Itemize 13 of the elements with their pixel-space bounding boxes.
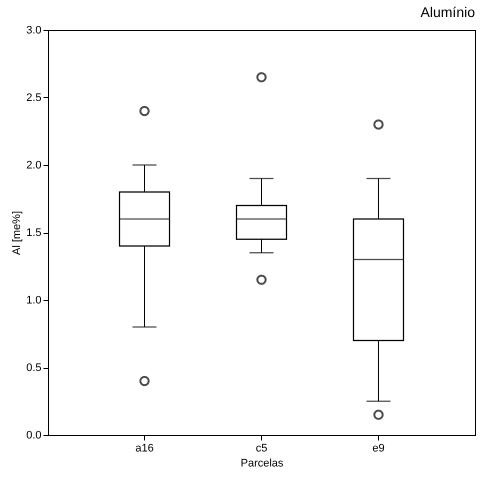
y-tick-label: 0.5 (26, 362, 42, 374)
y-tick-label: 3.0 (26, 24, 42, 36)
x-tick-label: a16 (135, 442, 154, 454)
y-tick-label: 1.5 (26, 227, 42, 239)
y-tick-label: 2.5 (26, 92, 42, 104)
y-axis-title: Al [me%] (11, 210, 24, 256)
chart-title: Alumínio (420, 4, 476, 20)
y-tick-label: 2.0 (26, 160, 42, 172)
y-tick-label: 1.0 (26, 294, 42, 306)
x-axis-title: Parcelas (240, 458, 284, 470)
x-tick-label: c5 (256, 442, 268, 454)
x-tick-label: e9 (372, 442, 385, 454)
y-tick-label: 0.0 (26, 430, 42, 442)
